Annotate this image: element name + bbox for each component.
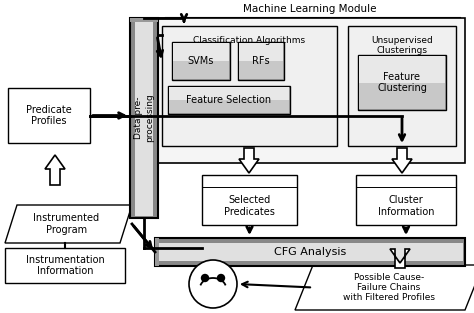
Bar [239,43,283,62]
Bar [356,175,456,225]
Polygon shape [392,148,412,173]
Bar [348,26,456,146]
Circle shape [189,260,237,308]
Bar [157,243,463,261]
Polygon shape [5,205,132,243]
Circle shape [218,275,225,281]
Bar [5,248,125,283]
Bar [172,42,230,80]
Text: Feature Selection: Feature Selection [186,95,272,105]
Bar [162,26,337,146]
Text: Unsupervised
Clusterings: Unsupervised Clusterings [371,36,433,55]
Bar [358,55,446,110]
Bar [168,86,290,114]
Text: Instrumentation
Information: Instrumentation Information [26,255,104,276]
Text: Data pre-
processing: Data pre- processing [134,94,154,142]
Polygon shape [45,155,65,185]
Bar [359,83,445,109]
Text: Possible Cause-
Failure Chains
with Filtered Profiles: Possible Cause- Failure Chains with Filt… [343,273,435,302]
Text: Cluster
Information: Cluster Information [378,195,434,217]
Polygon shape [295,265,474,310]
Bar [155,18,465,163]
Bar [169,87,289,101]
Bar [169,100,289,113]
Text: SVMs: SVMs [188,56,214,66]
Bar [359,56,445,84]
Bar [130,18,158,22]
Bar [135,20,153,216]
Text: CFG Analysis: CFG Analysis [274,247,346,257]
Bar [155,238,159,266]
Polygon shape [239,148,259,173]
Text: Machine Learning Module: Machine Learning Module [243,4,377,14]
Text: Selected
Predicates: Selected Predicates [224,195,275,217]
Bar [155,238,465,266]
Text: Feature
Clustering: Feature Clustering [377,72,427,93]
Text: RFs: RFs [252,56,270,66]
Polygon shape [390,249,410,268]
Bar [239,61,283,79]
Text: Classification Algorithms: Classification Algorithms [193,36,306,45]
Bar [130,18,158,218]
Bar [202,175,297,225]
Bar [173,61,229,79]
Text: Instrumented
Program: Instrumented Program [34,213,100,235]
Text: Predicate
Profiles: Predicate Profiles [26,105,72,126]
Circle shape [201,275,209,281]
Bar [173,43,229,62]
Bar [238,42,284,80]
Bar [8,88,90,143]
